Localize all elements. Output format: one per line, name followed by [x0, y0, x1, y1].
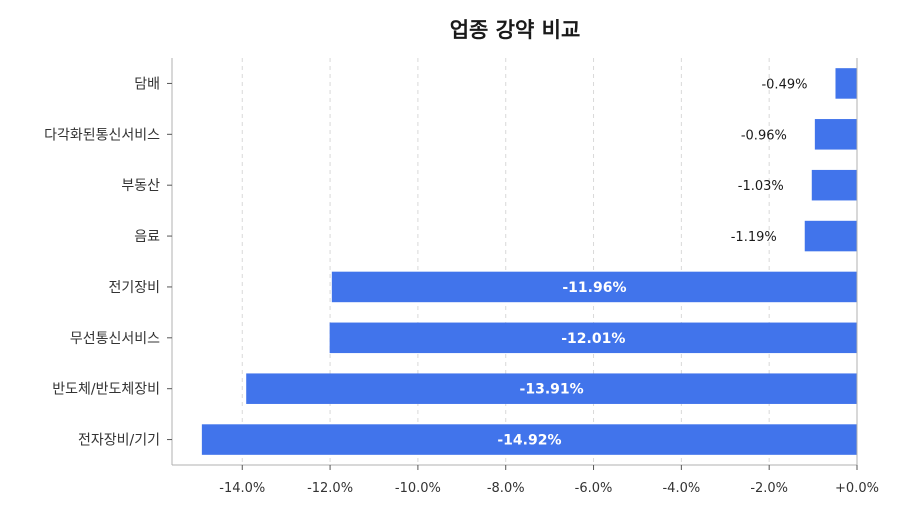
bar: [814, 119, 857, 150]
x-tick-label: -2.0%: [750, 481, 788, 496]
x-tick-label: -14.0%: [219, 481, 265, 496]
value-label: -1.19%: [731, 230, 777, 245]
category-label: 반도체/반도체장비: [52, 382, 160, 398]
chart-title: 업종 강약 비교: [450, 18, 581, 42]
value-label: -0.49%: [761, 77, 807, 92]
value-labels: -0.49% -0.96% -1.03% -1.19% -11.96% -12.01% -1…: [497, 77, 807, 448]
bar: [201, 424, 857, 455]
category-label: 다각화된통신서비스: [44, 127, 160, 143]
bar: [804, 220, 857, 252]
x-tick-label: -4.0%: [662, 481, 700, 496]
value-label: -1.03%: [738, 179, 784, 194]
value-label: -14.92%: [497, 433, 561, 449]
grid-lines: [241, 58, 770, 465]
category-label: 전기장비: [108, 280, 160, 296]
bars: [201, 68, 858, 455]
bar: [246, 373, 858, 404]
category-label: 음료: [134, 229, 160, 245]
x-tick-label: +0.0%: [835, 481, 879, 496]
x-tick-labels: -14.0% -12.0% -10.0% -8.0% -6.0% -4.0% -2.0% +0…: [219, 465, 879, 496]
bar: [811, 169, 857, 201]
category-label: 무선통신서비스: [70, 331, 160, 347]
bar: [835, 68, 857, 99]
category-label: 부동산: [121, 178, 160, 194]
value-label: -11.96%: [562, 280, 626, 296]
value-label: -13.91%: [520, 382, 584, 398]
bar: [329, 322, 857, 354]
value-label: -12.01%: [561, 331, 625, 347]
category-label: 담배: [134, 76, 160, 92]
bar: [331, 271, 857, 303]
axes: [171, 58, 858, 466]
category-label: 전자장비/기기: [78, 433, 160, 449]
category-labels: 담배다각화된통신서비스부동산음료전기장비무선통신서비스반도체/반도체장비전자장비…: [44, 76, 172, 449]
x-tick-label: -12.0%: [307, 481, 353, 496]
value-label: -0.96%: [741, 128, 787, 143]
x-tick-label: -8.0%: [487, 481, 525, 496]
x-tick-label: -10.0%: [395, 481, 441, 496]
x-tick-label: -6.0%: [575, 481, 613, 496]
